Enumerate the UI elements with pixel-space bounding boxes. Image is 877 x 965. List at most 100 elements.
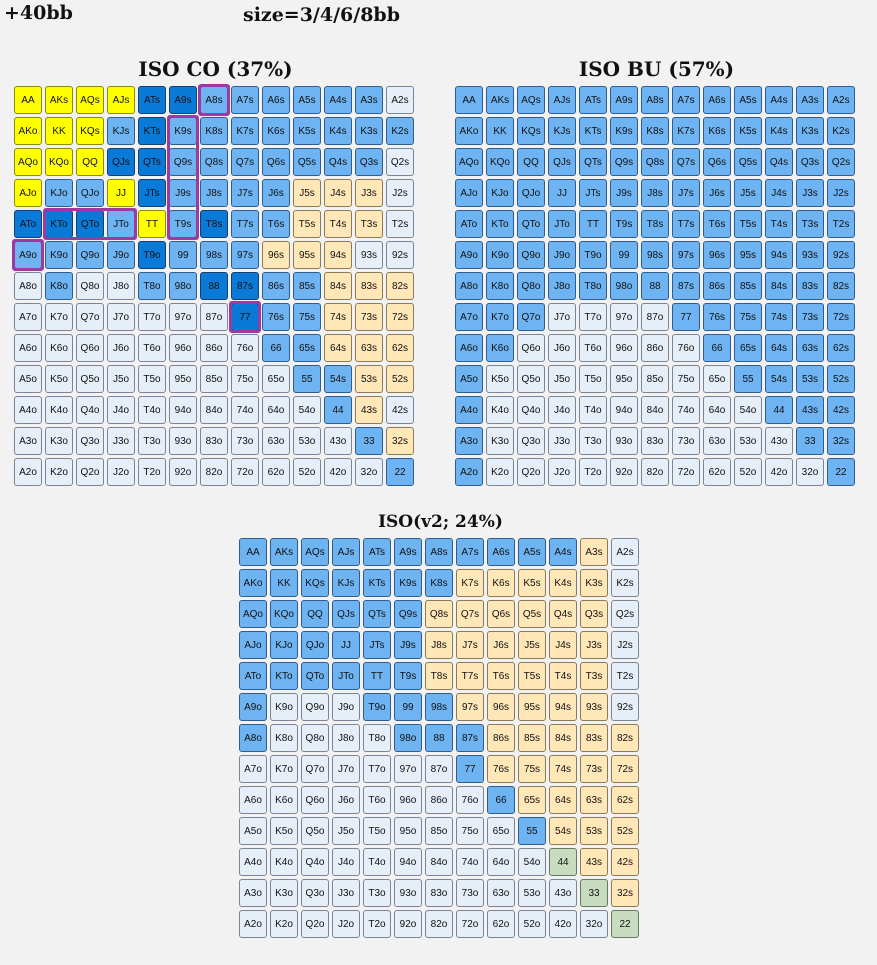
hand-cell-83o[interactable]: 83o xyxy=(425,879,453,907)
hand-cell-64o[interactable]: 64o xyxy=(703,396,731,424)
hand-cell-Q6o[interactable]: Q6o xyxy=(517,334,545,362)
hand-cell-65o[interactable]: 65o xyxy=(262,365,290,393)
hand-cell-73s[interactable]: 73s xyxy=(355,303,383,331)
hand-cell-J7s[interactable]: J7s xyxy=(456,631,484,659)
hand-cell-K4o[interactable]: K4o xyxy=(45,396,73,424)
hand-cell-KQs[interactable]: KQs xyxy=(76,117,104,145)
hand-cell-KK[interactable]: KK xyxy=(270,569,298,597)
hand-cell-QQ[interactable]: QQ xyxy=(76,148,104,176)
hand-cell-64o[interactable]: 64o xyxy=(487,848,515,876)
hand-cell-86s[interactable]: 86s xyxy=(703,272,731,300)
hand-cell-JTs[interactable]: JTs xyxy=(138,179,166,207)
hand-cell-96o[interactable]: 96o xyxy=(169,334,197,362)
hand-cell-Q2o[interactable]: Q2o xyxy=(301,910,329,938)
hand-cell-QQ[interactable]: QQ xyxy=(517,148,545,176)
hand-cell-96o[interactable]: 96o xyxy=(610,334,638,362)
hand-cell-Q5s[interactable]: Q5s xyxy=(293,148,321,176)
hand-cell-J8o[interactable]: J8o xyxy=(332,724,360,752)
hand-cell-84o[interactable]: 84o xyxy=(425,848,453,876)
hand-cell-T8o[interactable]: T8o xyxy=(138,272,166,300)
hand-cell-T4o[interactable]: T4o xyxy=(363,848,391,876)
hand-cell-JTo[interactable]: JTo xyxy=(332,662,360,690)
hand-cell-A9o[interactable]: A9o xyxy=(455,241,483,269)
hand-cell-43o[interactable]: 43o xyxy=(765,427,793,455)
hand-cell-Q6o[interactable]: Q6o xyxy=(301,786,329,814)
hand-cell-J6o[interactable]: J6o xyxy=(332,786,360,814)
hand-cell-J3o[interactable]: J3o xyxy=(107,427,135,455)
hand-cell-53s[interactable]: 53s xyxy=(580,817,608,845)
hand-cell-KJs[interactable]: KJs xyxy=(107,117,135,145)
hand-cell-88[interactable]: 88 xyxy=(200,272,228,300)
hand-cell-K3o[interactable]: K3o xyxy=(45,427,73,455)
hand-cell-94s[interactable]: 94s xyxy=(324,241,352,269)
hand-cell-Q4o[interactable]: Q4o xyxy=(517,396,545,424)
hand-cell-53s[interactable]: 53s xyxy=(355,365,383,393)
hand-cell-Q5s[interactable]: Q5s xyxy=(734,148,762,176)
hand-cell-94s[interactable]: 94s xyxy=(549,693,577,721)
hand-cell-Q5o[interactable]: Q5o xyxy=(76,365,104,393)
hand-cell-33[interactable]: 33 xyxy=(580,879,608,907)
hand-cell-K5s[interactable]: K5s xyxy=(734,117,762,145)
hand-cell-95o[interactable]: 95o xyxy=(394,817,422,845)
hand-cell-QTs[interactable]: QTs xyxy=(579,148,607,176)
hand-cell-87s[interactable]: 87s xyxy=(456,724,484,752)
hand-cell-K2o[interactable]: K2o xyxy=(270,910,298,938)
hand-cell-92o[interactable]: 92o xyxy=(610,458,638,486)
hand-cell-73o[interactable]: 73o xyxy=(231,427,259,455)
hand-cell-Q2s[interactable]: Q2s xyxy=(611,600,639,628)
hand-cell-J5o[interactable]: J5o xyxy=(107,365,135,393)
hand-cell-ATo[interactable]: ATo xyxy=(239,662,267,690)
hand-cell-KTs[interactable]: KTs xyxy=(138,117,166,145)
hand-cell-J2s[interactable]: J2s xyxy=(827,179,855,207)
hand-cell-A3s[interactable]: A3s xyxy=(355,86,383,114)
hand-cell-T5o[interactable]: T5o xyxy=(138,365,166,393)
hand-cell-Q3s[interactable]: Q3s xyxy=(355,148,383,176)
hand-cell-A9s[interactable]: A9s xyxy=(169,86,197,114)
hand-cell-92o[interactable]: 92o xyxy=(394,910,422,938)
hand-cell-T7s[interactable]: T7s xyxy=(672,210,700,238)
hand-cell-KTo[interactable]: KTo xyxy=(486,210,514,238)
hand-cell-99[interactable]: 99 xyxy=(610,241,638,269)
hand-cell-K2s[interactable]: K2s xyxy=(386,117,414,145)
hand-cell-J8o[interactable]: J8o xyxy=(548,272,576,300)
hand-cell-55[interactable]: 55 xyxy=(734,365,762,393)
hand-cell-Q6s[interactable]: Q6s xyxy=(487,600,515,628)
hand-cell-95o[interactable]: 95o xyxy=(169,365,197,393)
hand-cell-T8o[interactable]: T8o xyxy=(363,724,391,752)
hand-cell-Q7o[interactable]: Q7o xyxy=(301,755,329,783)
hand-cell-KJo[interactable]: KJo xyxy=(270,631,298,659)
hand-cell-J5s[interactable]: J5s xyxy=(518,631,546,659)
hand-cell-K5s[interactable]: K5s xyxy=(293,117,321,145)
hand-cell-82s[interactable]: 82s xyxy=(386,272,414,300)
hand-cell-44[interactable]: 44 xyxy=(765,396,793,424)
hand-cell-QJo[interactable]: QJo xyxy=(301,631,329,659)
hand-cell-KQo[interactable]: KQo xyxy=(270,600,298,628)
hand-cell-J5s[interactable]: J5s xyxy=(734,179,762,207)
hand-cell-97o[interactable]: 97o xyxy=(394,755,422,783)
hand-cell-75o[interactable]: 75o xyxy=(672,365,700,393)
hand-cell-A5o[interactable]: A5o xyxy=(14,365,42,393)
hand-cell-K3o[interactable]: K3o xyxy=(270,879,298,907)
hand-cell-66[interactable]: 66 xyxy=(262,334,290,362)
hand-cell-KJs[interactable]: KJs xyxy=(332,569,360,597)
hand-cell-42s[interactable]: 42s xyxy=(611,848,639,876)
hand-cell-T2s[interactable]: T2s xyxy=(827,210,855,238)
hand-cell-Q3o[interactable]: Q3o xyxy=(301,879,329,907)
hand-cell-T6o[interactable]: T6o xyxy=(363,786,391,814)
hand-cell-J3o[interactable]: J3o xyxy=(548,427,576,455)
hand-cell-Q4o[interactable]: Q4o xyxy=(301,848,329,876)
hand-cell-AQo[interactable]: AQo xyxy=(455,148,483,176)
hand-cell-A2s[interactable]: A2s xyxy=(386,86,414,114)
hand-cell-75s[interactable]: 75s xyxy=(293,303,321,331)
hand-cell-64s[interactable]: 64s xyxy=(324,334,352,362)
hand-cell-96s[interactable]: 96s xyxy=(262,241,290,269)
hand-cell-32o[interactable]: 32o xyxy=(355,458,383,486)
hand-cell-AKo[interactable]: AKo xyxy=(455,117,483,145)
hand-cell-22[interactable]: 22 xyxy=(827,458,855,486)
hand-cell-J3s[interactable]: J3s xyxy=(796,179,824,207)
hand-cell-T4o[interactable]: T4o xyxy=(579,396,607,424)
hand-cell-Q2o[interactable]: Q2o xyxy=(76,458,104,486)
hand-cell-85s[interactable]: 85s xyxy=(734,272,762,300)
hand-cell-62o[interactable]: 62o xyxy=(487,910,515,938)
hand-cell-J3o[interactable]: J3o xyxy=(332,879,360,907)
